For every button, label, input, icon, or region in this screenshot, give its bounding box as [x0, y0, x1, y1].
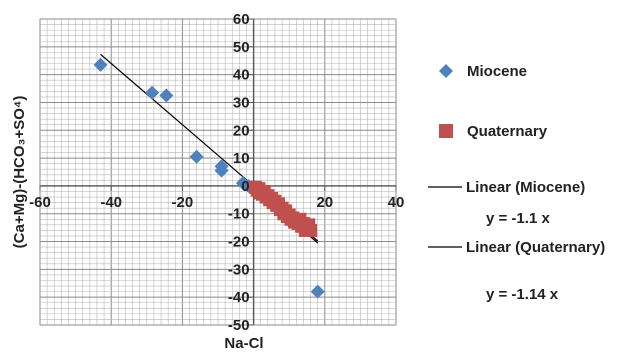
miocene-point — [93, 57, 108, 72]
y-tick-label: 20 — [233, 122, 250, 139]
y-tick-label: 50 — [233, 39, 250, 56]
legend-label-miocene: Miocene — [467, 63, 527, 80]
tick-labels: -60 -40 -20 20 40 -50 -40 -30 -20 -10 0 10 20 30 40 50 6… — [29, 11, 404, 334]
data-points — [93, 57, 325, 299]
y-tick-label: 0 — [241, 178, 249, 195]
x-axis-title: Na-Cl — [224, 335, 263, 352]
y-tick-label: 10 — [233, 150, 250, 167]
x-tick-label: 40 — [388, 194, 405, 211]
y-tick-label: 30 — [233, 94, 250, 111]
legend-label-linear-quaternary: Linear (Quaternary) — [466, 239, 605, 256]
legend-marker-miocene — [439, 64, 453, 78]
y-tick-label: -10 — [228, 206, 250, 223]
legend-marker-quaternary — [439, 124, 453, 138]
y-axis-title: (Ca+Mg)-(HCO₃+SO⁴) — [11, 96, 28, 249]
y-tick-label: -20 — [228, 234, 250, 251]
miocene-point — [310, 284, 325, 299]
y-tick-label: 40 — [233, 67, 250, 84]
equation-miocene: y = -1.1 x — [486, 210, 550, 227]
y-tick-label: 60 — [233, 11, 250, 28]
miocene-point — [145, 85, 160, 100]
legend-label-linear-miocene: Linear (Miocene) — [466, 179, 585, 196]
y-tick-label: -40 — [228, 289, 250, 306]
quaternary-point — [304, 223, 318, 237]
miocene-point — [159, 88, 174, 103]
equation-quaternary: y = -1.14 x — [486, 286, 559, 303]
miocene-point — [189, 149, 204, 164]
legend: Miocene Quaternary Linear (Miocene) y = … — [428, 63, 605, 303]
x-tick-label: 20 — [316, 194, 333, 211]
x-tick-label: -60 — [29, 194, 51, 211]
miocene-point — [214, 163, 229, 178]
x-tick-label: -40 — [100, 194, 122, 211]
y-tick-label: -30 — [228, 261, 250, 278]
y-tick-label: -50 — [228, 317, 250, 334]
legend-label-quaternary: Quaternary — [467, 123, 548, 140]
x-tick-label: -20 — [172, 194, 194, 211]
axes — [39, 18, 397, 326]
